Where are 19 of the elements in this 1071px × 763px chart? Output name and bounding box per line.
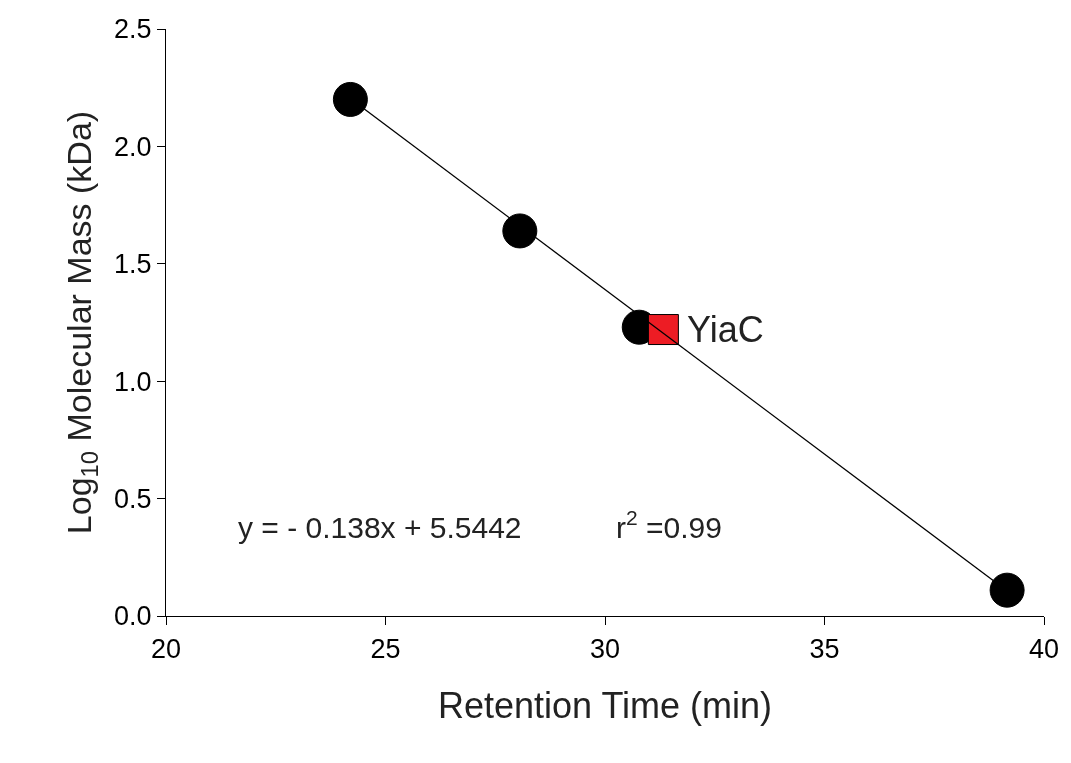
x-axis-title: Retention Time (min) xyxy=(437,685,773,727)
y-tick-label: 2.0 xyxy=(113,131,152,162)
point xyxy=(502,213,538,249)
y-tick-label: 1.5 xyxy=(113,249,152,280)
x-tick-label: 20 xyxy=(150,633,182,664)
point xyxy=(647,314,679,346)
annotation: y = - 0.138x + 5.5442 xyxy=(238,511,522,544)
point xyxy=(989,572,1025,608)
y-tick-label: 0.5 xyxy=(113,484,152,515)
annotation: r$^{2}$ =0.99 xyxy=(616,506,722,544)
y-tick-label: 1.0 xyxy=(113,366,152,397)
point xyxy=(332,81,368,117)
x-tick-label: 40 xyxy=(1028,633,1060,664)
annotation: YiaC xyxy=(687,309,764,350)
y-tick-label: 2.5 xyxy=(113,14,152,45)
x-tick-label: 25 xyxy=(370,633,401,664)
x-tick-label: 30 xyxy=(589,633,621,664)
y-tick-label: 0.0 xyxy=(113,601,152,632)
x-tick-label: 35 xyxy=(809,633,840,664)
